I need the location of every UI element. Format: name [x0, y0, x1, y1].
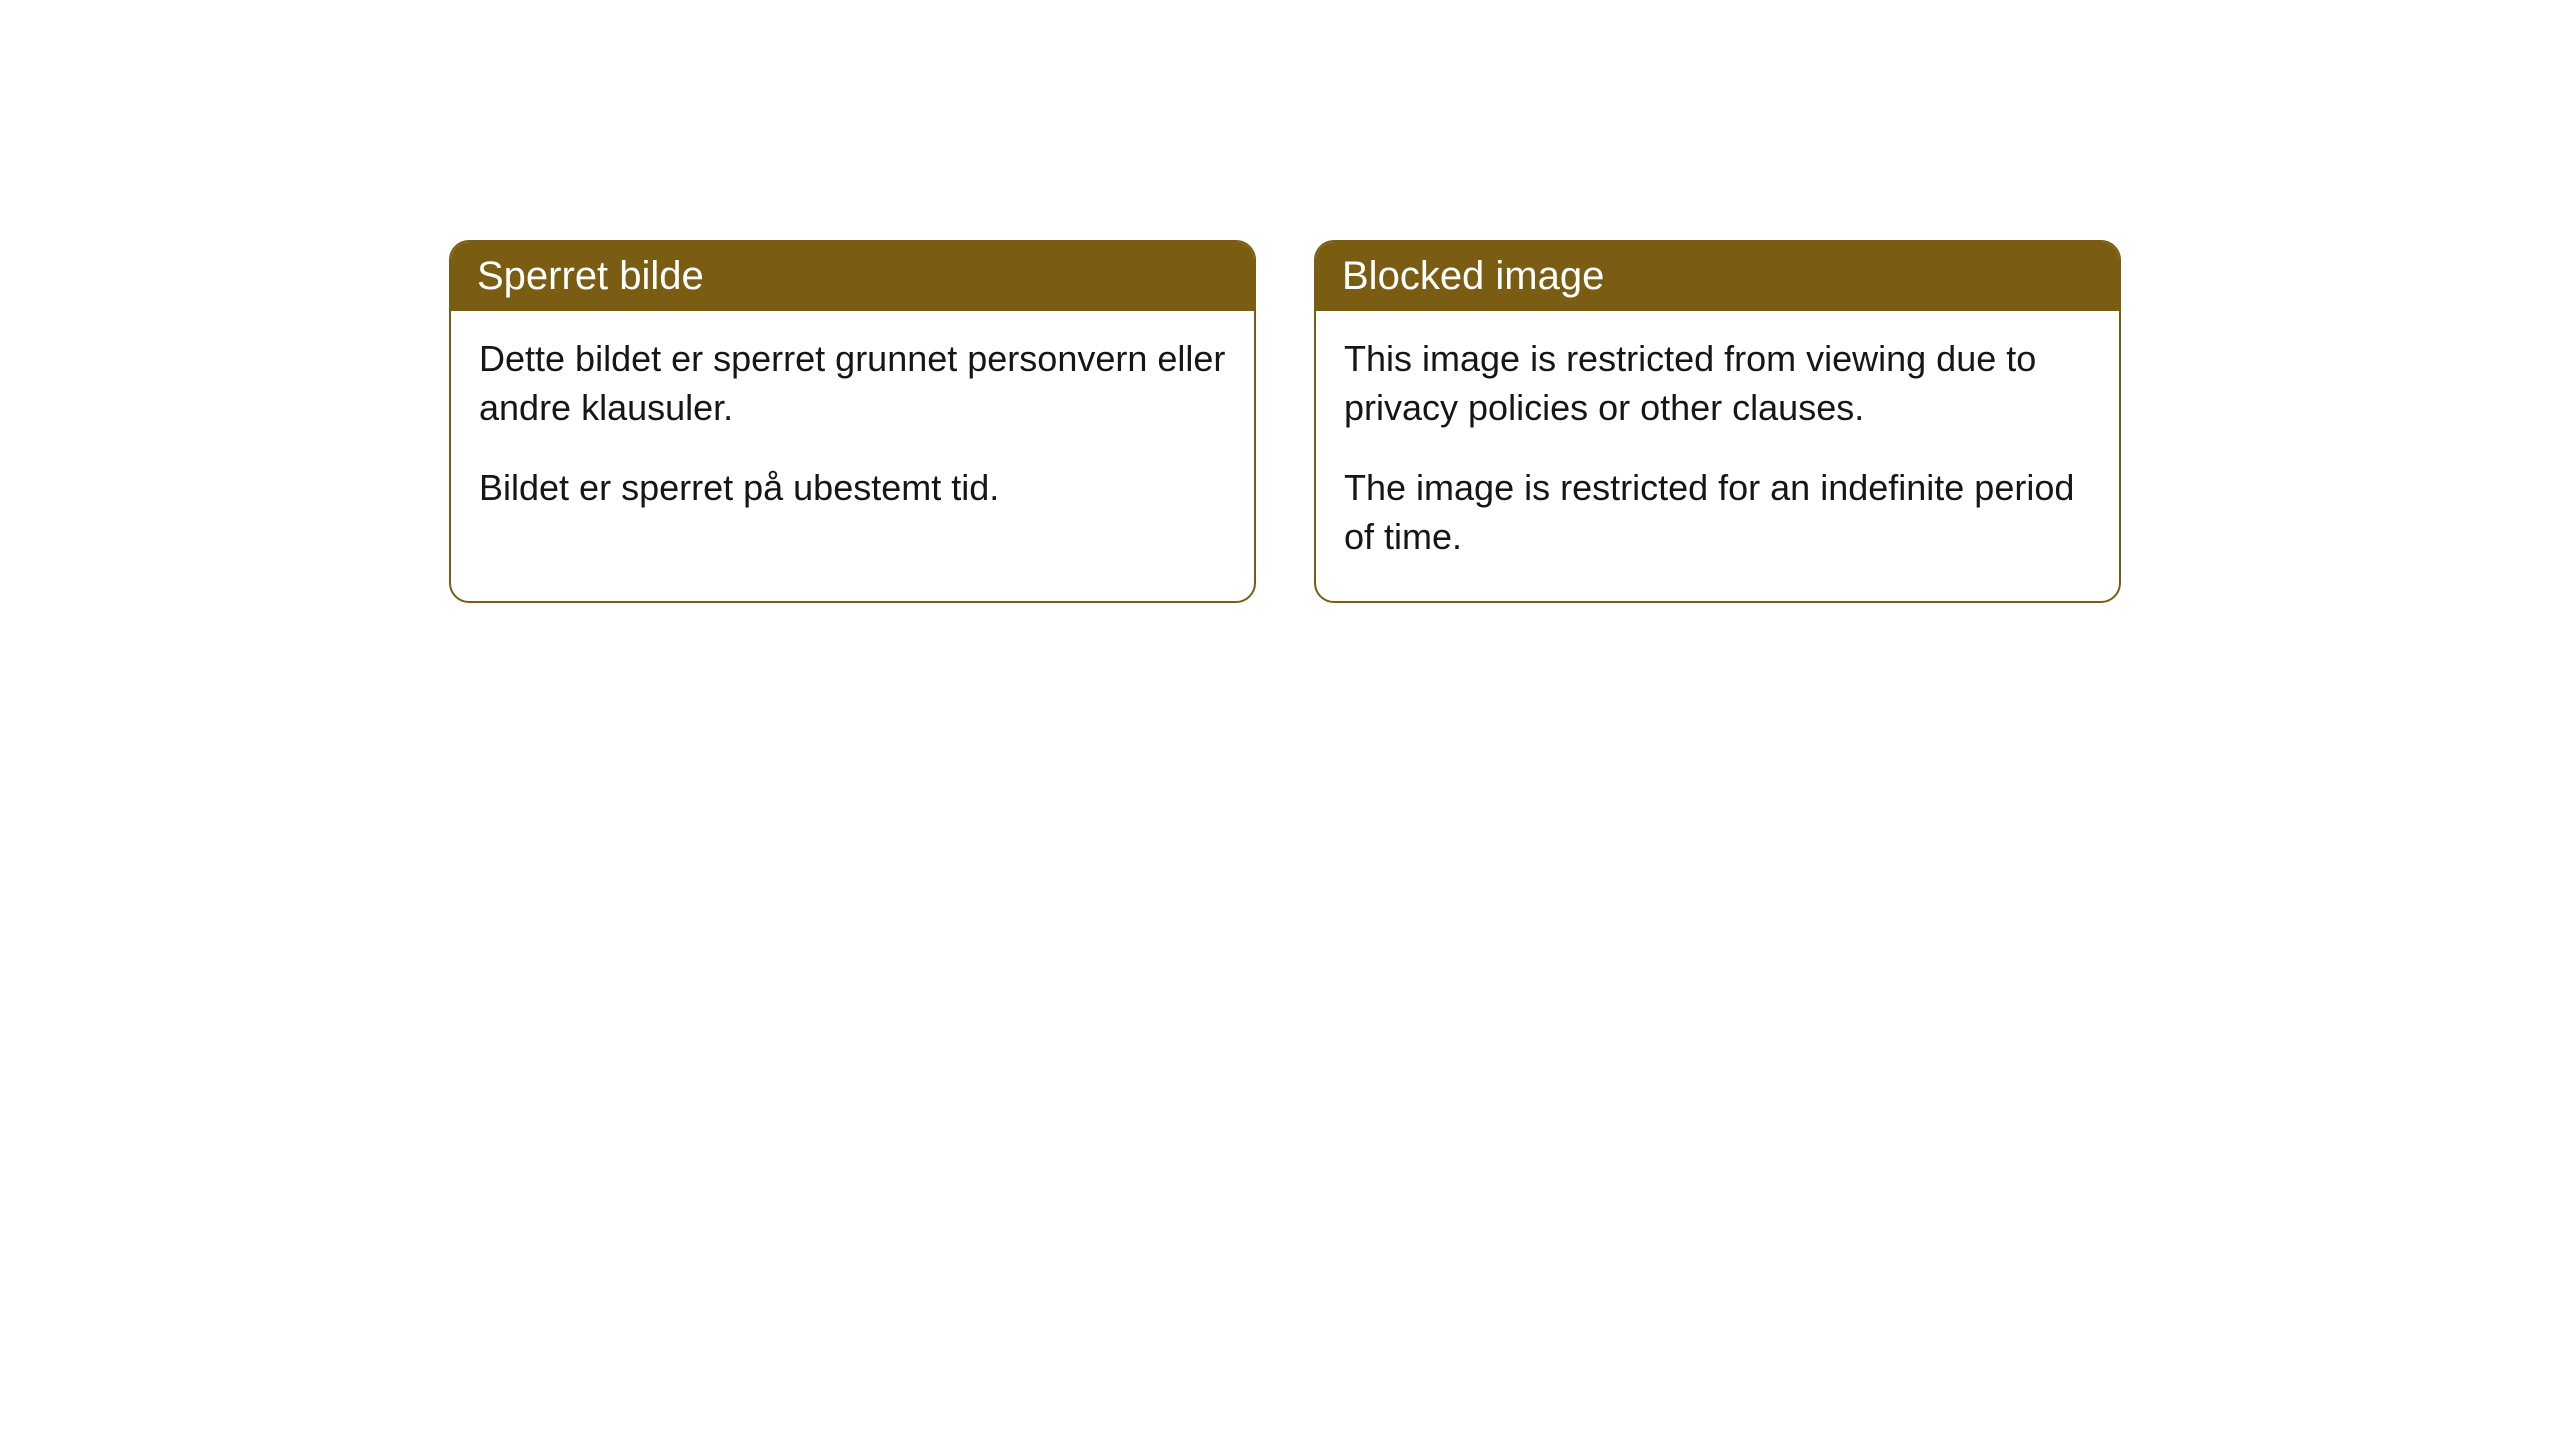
card-title: Blocked image — [1342, 254, 1604, 298]
card-paragraph: Dette bildet er sperret grunnet personve… — [479, 335, 1226, 432]
blocked-image-card-english: Blocked image This image is restricted f… — [1314, 240, 2121, 603]
card-body: Dette bildet er sperret grunnet personve… — [451, 311, 1254, 553]
card-body: This image is restricted from viewing du… — [1316, 311, 2119, 601]
card-title: Sperret bilde — [477, 254, 704, 298]
blocked-image-card-norwegian: Sperret bilde Dette bildet er sperret gr… — [449, 240, 1256, 603]
card-header: Blocked image — [1316, 242, 2119, 311]
card-header: Sperret bilde — [451, 242, 1254, 311]
card-paragraph: The image is restricted for an indefinit… — [1344, 464, 2091, 561]
notice-cards-container: Sperret bilde Dette bildet er sperret gr… — [0, 0, 2560, 603]
card-paragraph: This image is restricted from viewing du… — [1344, 335, 2091, 432]
card-paragraph: Bildet er sperret på ubestemt tid. — [479, 464, 1226, 513]
